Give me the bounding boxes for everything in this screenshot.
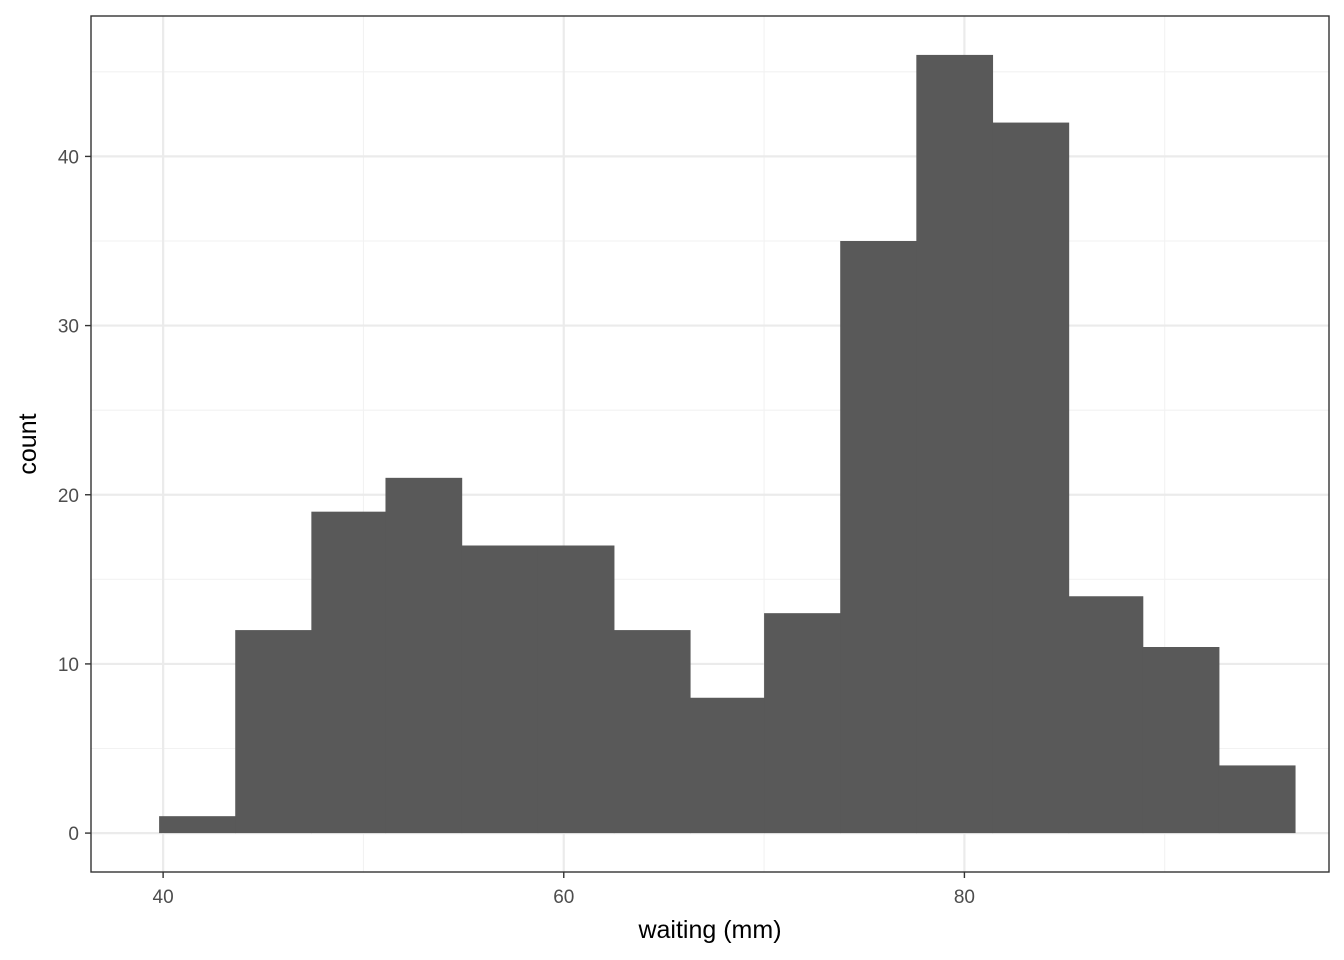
y-axis-title: count bbox=[14, 413, 42, 474]
histogram-bar bbox=[159, 816, 236, 834]
x-tick-label: 40 bbox=[153, 887, 174, 908]
y-tick-label: 20 bbox=[58, 486, 79, 507]
histogram-bar bbox=[613, 630, 691, 834]
panel-border bbox=[90, 15, 1330, 873]
histogram-bar bbox=[1218, 765, 1296, 834]
histogram-bar bbox=[1142, 647, 1220, 834]
y-tick-label: 0 bbox=[68, 824, 79, 845]
histogram-bar bbox=[385, 477, 463, 834]
x-tick-label: 60 bbox=[553, 887, 574, 908]
x-axis-title: waiting (mm) bbox=[637, 916, 781, 944]
x-tick-label: 80 bbox=[954, 887, 975, 908]
y-tick-label: 40 bbox=[58, 147, 79, 168]
histogram-bar bbox=[1068, 596, 1144, 834]
histogram-bar bbox=[992, 122, 1070, 834]
x-axis-ticks: 40 60 80 bbox=[153, 872, 975, 908]
histogram-bars bbox=[159, 54, 1296, 834]
histogram-bar bbox=[235, 630, 312, 834]
y-axis-ticks: 0 10 20 30 40 bbox=[58, 147, 91, 845]
histogram-bar bbox=[537, 545, 615, 834]
histogram-bar bbox=[461, 545, 539, 834]
histogram-bar bbox=[311, 511, 387, 834]
y-tick-label: 30 bbox=[58, 317, 79, 338]
histogram-bar bbox=[916, 54, 994, 834]
y-tick-label: 10 bbox=[58, 655, 79, 676]
histogram-bar bbox=[689, 697, 765, 834]
histogram-bar bbox=[840, 240, 917, 834]
histogram-bar bbox=[764, 613, 841, 834]
